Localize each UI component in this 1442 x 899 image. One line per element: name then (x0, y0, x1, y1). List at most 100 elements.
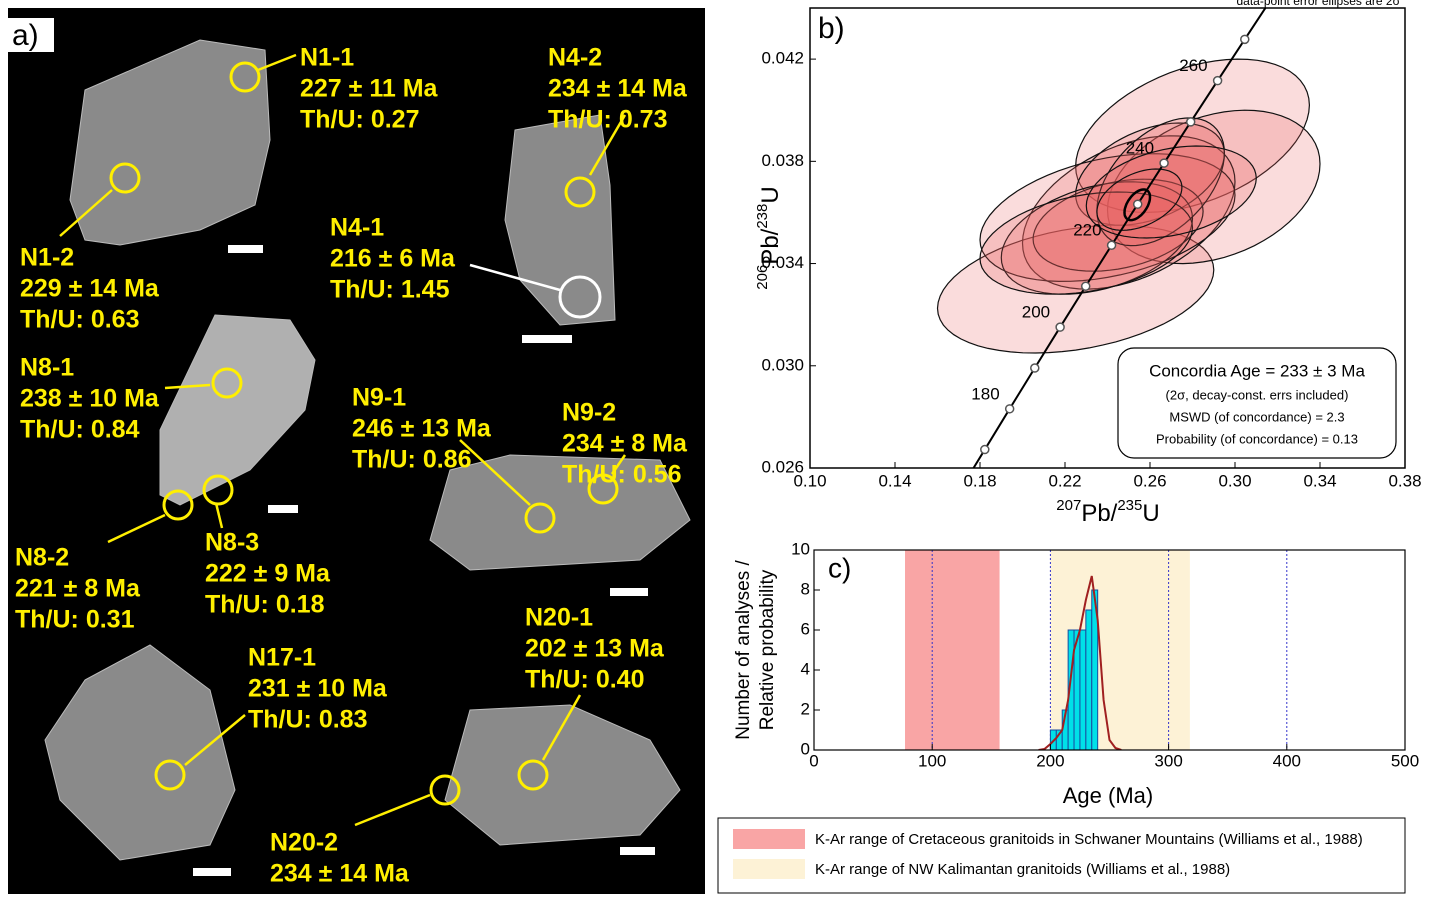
legend-swatch (733, 859, 805, 879)
legend-label: K-Ar range of NW Kalimantan granitoids (… (815, 861, 1230, 878)
y-tick-label: 6 (801, 619, 810, 638)
x-axis-label: Age (Ma) (1063, 783, 1153, 808)
spot-name: N1-2 (20, 244, 74, 272)
x-tick-label: 100 (918, 751, 946, 770)
spot-thu: Th/U: 0.63 (20, 306, 139, 334)
age-range (905, 550, 1000, 750)
spot-thu: Th/U: 0.73 (548, 106, 667, 134)
y-axis-label: Number of analyses / (733, 560, 754, 740)
axis-label-part: 238 (754, 204, 771, 229)
annotation-text: Probability (of concordance) = 0.13 (1156, 431, 1358, 446)
scale-bar (228, 245, 263, 253)
spot-age: 227 ± 11 Ma (300, 75, 439, 103)
age-label: 260 (1179, 56, 1207, 75)
age-marker (1187, 118, 1195, 126)
x-tick-label: 0 (809, 751, 818, 770)
axis-label: 206Pb/238U (754, 186, 784, 289)
scale-bar (193, 868, 231, 876)
spot-thu: Th/U: 0.18 (205, 591, 325, 619)
age-marker (1160, 159, 1168, 167)
y-tick-label: 4 (801, 659, 810, 678)
spot-name: N4-2 (548, 44, 602, 72)
spot-age: 234 ± 8 Ma (562, 430, 688, 458)
x-tick-label: 0.34 (1303, 471, 1336, 490)
axis-label-part: 235 (1117, 497, 1142, 514)
spot-name: N1-1 (300, 44, 354, 72)
spot-age: 234 ± 14 Ma (548, 75, 688, 103)
plot-clip (905, 550, 1287, 750)
age-label: 180 (971, 384, 999, 403)
x-tick-label: 0.26 (1133, 471, 1166, 490)
age-marker (1056, 323, 1064, 331)
spot-age: 202 ± 13 Ma (525, 635, 665, 663)
age-marker (1241, 35, 1249, 43)
y-tick-label: 10 (791, 539, 810, 558)
age-marker (1108, 241, 1116, 249)
spot-thu: Th/U: 0.27 (300, 106, 419, 134)
spot-name: N8-1 (20, 354, 74, 382)
y-tick-label: 0.038 (761, 151, 804, 170)
scale-bar (268, 505, 298, 513)
x-tick-label: 0.30 (1218, 471, 1251, 490)
panel-label: b) (818, 12, 845, 45)
spot-thu: Th/U: 0.56 (562, 461, 681, 489)
x-tick-label: 500 (1391, 751, 1419, 770)
x-tick-label: 200 (1036, 751, 1064, 770)
annotation-text: Concordia Age = 233 ± 3 Ma (1149, 361, 1365, 380)
spot-age: 221 ± 8 Ma (15, 575, 141, 603)
spot-name: N4-1 (330, 214, 384, 242)
spot-name: N9-1 (352, 384, 406, 412)
age-marker (1134, 200, 1142, 208)
y-tick-label: 8 (801, 579, 810, 598)
spot-name: N9-2 (562, 399, 616, 427)
page: {"panel_a":{"label":"a)","spots":[ {"nam… (0, 0, 1442, 899)
panel-label: a) (12, 19, 39, 52)
y-tick-label: 2 (801, 699, 810, 718)
spot-thu: Th/U: 0.83 (248, 706, 367, 734)
age-label: 200 (1022, 303, 1050, 322)
axis-label-part: U (757, 186, 784, 203)
legend-box (718, 818, 1405, 893)
axis-label-part: Pb/ (1081, 500, 1117, 527)
age-marker (1006, 405, 1014, 413)
axis-label: 207Pb/235U (1056, 497, 1159, 527)
spot-name: N20-2 (270, 829, 338, 857)
spot-name: N8-3 (205, 529, 259, 557)
x-tick-label: 0.22 (1048, 471, 1081, 490)
scale-bar (610, 588, 648, 596)
spot-thu: Th/U: 0.40 (525, 666, 644, 694)
age-marker (981, 446, 989, 454)
y-tick-label: 0.042 (761, 49, 804, 68)
figure: a) N1-1 227 ± 11 Ma Th/U: 0.27 N1-2 229 ± 14… (0, 0, 1442, 894)
panel-label: c) (828, 552, 851, 583)
histogram-bar (1080, 630, 1086, 750)
x-tick-label: 300 (1154, 751, 1182, 770)
spot-age: 246 ± 13 Ma (352, 415, 492, 443)
spot-thu: Th/U: 0.31 (15, 606, 135, 634)
spot-thu: Th/U: 0.64 (270, 891, 390, 894)
y-tick-label: 0 (801, 739, 810, 758)
age-marker (1031, 364, 1039, 372)
y-axis-label: Relative probability (757, 569, 778, 730)
axis-label-part: 206 (754, 265, 771, 290)
spot-thu: Th/U: 0.86 (352, 446, 471, 474)
x-tick-label: 0.14 (878, 471, 911, 490)
y-tick-label: 0.030 (761, 355, 804, 374)
x-tick-label: 0.38 (1388, 471, 1421, 490)
spot-name: N17-1 (248, 644, 316, 672)
spot-age: 234 ± 14 Ma (270, 860, 410, 888)
x-tick-label: 0.18 (963, 471, 996, 490)
axis-label-part: U (1142, 500, 1159, 527)
annotation-text: (2σ, decay-const. errs included) (1166, 387, 1349, 402)
spot-age: 229 ± 14 Ma (20, 275, 160, 303)
axis-label-part: 207 (1056, 497, 1081, 514)
histogram-bar (1086, 610, 1092, 750)
annotation-text: MSWD (of concordance) = 2.3 (1169, 409, 1344, 424)
y-tick-label: 0.026 (761, 457, 804, 476)
scale-bar (620, 847, 655, 855)
legend-swatch (733, 829, 805, 849)
spot-age: 231 ± 10 Ma (248, 675, 388, 703)
spot-name: N8-2 (15, 544, 69, 572)
spot-age: 238 ± 10 Ma (20, 385, 160, 413)
age-marker (1214, 77, 1222, 85)
